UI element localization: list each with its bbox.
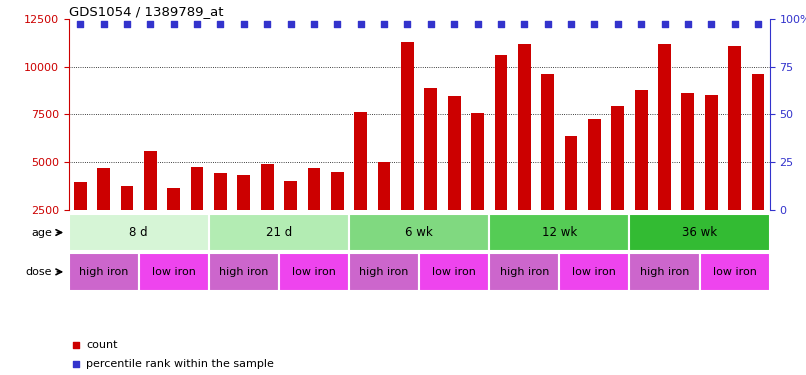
Text: low iron: low iron xyxy=(432,267,476,277)
Text: 21 d: 21 d xyxy=(266,226,292,239)
Text: high iron: high iron xyxy=(359,267,409,277)
Point xyxy=(284,21,297,27)
Bar xyxy=(98,168,110,210)
Point xyxy=(331,21,344,27)
Point xyxy=(658,21,671,27)
Point xyxy=(495,21,508,27)
Point xyxy=(355,21,368,27)
Text: count: count xyxy=(86,340,118,350)
Bar xyxy=(355,112,367,210)
Bar xyxy=(214,173,226,210)
Bar xyxy=(700,253,770,291)
Bar xyxy=(659,44,671,210)
Text: high iron: high iron xyxy=(500,267,549,277)
Bar xyxy=(308,168,320,210)
Point xyxy=(752,21,765,27)
Bar xyxy=(542,74,554,210)
Point xyxy=(682,21,695,27)
Bar xyxy=(69,214,209,251)
Text: low iron: low iron xyxy=(713,267,757,277)
Text: low iron: low iron xyxy=(292,267,336,277)
Bar xyxy=(261,164,273,210)
Point xyxy=(471,21,484,27)
Point xyxy=(214,21,227,27)
Bar xyxy=(139,253,209,291)
Bar xyxy=(752,74,764,210)
Point xyxy=(69,361,82,367)
Text: high iron: high iron xyxy=(79,267,128,277)
Point xyxy=(74,21,87,27)
Bar xyxy=(635,90,647,210)
Bar xyxy=(518,44,530,210)
Text: 6 wk: 6 wk xyxy=(405,226,433,239)
Bar xyxy=(705,95,717,210)
Point xyxy=(612,21,625,27)
Bar xyxy=(565,136,577,210)
Bar xyxy=(729,45,741,210)
Point xyxy=(308,21,321,27)
Bar xyxy=(472,113,484,210)
Bar xyxy=(419,253,489,291)
Text: 36 wk: 36 wk xyxy=(682,226,717,239)
Bar xyxy=(285,182,297,210)
Bar xyxy=(349,214,489,251)
Point xyxy=(588,21,601,27)
Text: age: age xyxy=(31,228,52,237)
Bar xyxy=(191,167,203,210)
Point xyxy=(377,21,391,27)
Text: high iron: high iron xyxy=(219,267,268,277)
Point xyxy=(144,21,157,27)
Bar xyxy=(425,88,437,210)
Bar xyxy=(144,151,156,210)
Point xyxy=(238,21,251,27)
Text: percentile rank within the sample: percentile rank within the sample xyxy=(86,359,274,369)
Point xyxy=(121,21,134,27)
Bar xyxy=(629,253,700,291)
Bar xyxy=(612,106,624,210)
Point xyxy=(190,21,203,27)
Text: 12 wk: 12 wk xyxy=(542,226,577,239)
Point xyxy=(729,21,742,27)
Bar xyxy=(168,188,180,210)
Bar xyxy=(588,119,600,210)
Text: low iron: low iron xyxy=(152,267,196,277)
Bar xyxy=(378,162,390,210)
Bar xyxy=(682,93,694,210)
Bar xyxy=(121,186,133,210)
Point xyxy=(168,21,181,27)
Point xyxy=(635,21,648,27)
Bar xyxy=(209,253,279,291)
Point xyxy=(704,21,718,27)
Text: dose: dose xyxy=(26,267,52,277)
Point xyxy=(261,21,274,27)
Bar xyxy=(74,182,86,210)
Point xyxy=(69,342,82,348)
Bar xyxy=(279,253,349,291)
Text: low iron: low iron xyxy=(572,267,617,277)
Text: GDS1054 / 1389789_at: GDS1054 / 1389789_at xyxy=(69,4,223,18)
Bar xyxy=(349,253,419,291)
Point xyxy=(97,21,110,27)
Point xyxy=(564,21,577,27)
Point xyxy=(542,21,555,27)
Bar xyxy=(69,253,139,291)
Text: 8 d: 8 d xyxy=(129,226,148,239)
Bar xyxy=(238,175,250,210)
Point xyxy=(401,21,414,27)
Bar xyxy=(489,214,629,251)
Bar xyxy=(489,253,559,291)
Bar xyxy=(629,214,770,251)
Bar xyxy=(209,214,349,251)
Point xyxy=(448,21,461,27)
Point xyxy=(424,21,437,27)
Bar xyxy=(331,172,343,210)
Bar xyxy=(495,55,507,210)
Bar xyxy=(559,253,629,291)
Point xyxy=(518,21,531,27)
Bar xyxy=(401,42,413,210)
Text: high iron: high iron xyxy=(640,267,689,277)
Bar xyxy=(448,96,460,210)
